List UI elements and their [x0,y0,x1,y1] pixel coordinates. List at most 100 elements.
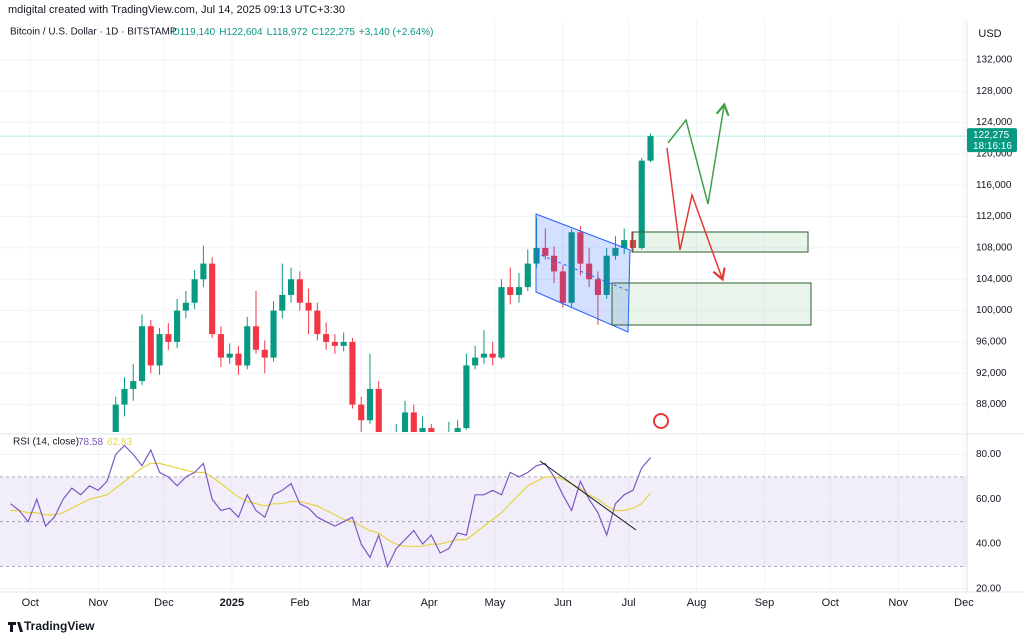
y-tick-label: 88,000 [976,399,1007,410]
candle-body [279,294,286,311]
x-tick-label: Feb [290,597,309,609]
x-tick-label: Oct [822,597,839,609]
candle-body [226,353,233,358]
symbol-title: Bitcoin / U.S. Dollar · 1D · BITSTAMP [10,27,177,38]
candle-body [165,334,172,342]
candle-body [340,341,347,346]
candle-body [174,310,181,342]
x-tick-label: Dec [954,597,974,609]
candle-body [507,287,514,295]
rsi-legend: 78.58 62.83 [78,437,132,448]
rsi-title: RSI (14, close) [13,437,79,448]
y-tick-label: 112,000 [976,211,1012,222]
candle-body [621,240,628,248]
channel-mid [535,252,630,292]
candle-body [612,247,619,256]
credit: mdigital created with TradingView.com, J… [8,4,345,16]
candle-body [577,232,584,264]
candle-body [533,247,540,264]
candle-body [629,240,637,248]
rsi-value: 62.83 [107,437,132,448]
candle-body [489,353,496,358]
candle-body [147,326,154,366]
candle-body [410,412,417,432]
ohlc-value: L118,972 [267,27,308,38]
x-tick-label: Apr [421,597,438,609]
candle-body [270,310,277,358]
candle-body [112,404,119,432]
candle-body [586,263,593,280]
price-pane [0,20,967,608]
last-price-box [967,128,1017,153]
candle-body [594,279,601,295]
candle-body [209,263,216,335]
y-tick-label: 92,000 [976,368,1007,379]
candle-body [446,436,452,475]
candle-body [366,388,374,421]
candle-body [331,341,338,346]
candle-body [463,365,470,429]
candle-body [305,302,312,311]
arrow-up [667,106,724,205]
candle-body [25,593,31,597]
candle-body [323,334,330,342]
candle-body [393,436,399,444]
y-tick-label: 20.00 [976,584,1001,595]
candle-body [419,428,426,432]
y-tick-label: 40.00 [976,539,1001,550]
candle-body [358,404,365,421]
candle-body [375,388,382,432]
candle-body [191,279,198,303]
candle-body [287,279,295,295]
candle-body [217,334,224,358]
x-tick-label: Aug [687,597,707,609]
x-tick-label: Sep [755,597,775,609]
candle-body [130,381,137,389]
x-tick-label: Nov [888,597,908,609]
candle-body [428,428,435,432]
candle-body [647,136,654,161]
x-tick-label: Mar [352,597,371,609]
candle-body [638,160,645,248]
y-tick-label: 128,000 [976,86,1013,97]
rsi-body [0,437,967,592]
y-tick-label: 80.00 [976,449,1001,460]
ohlc-legend: O119,140 H122,604 L118,972 C122,275 +3,140 (… [172,27,433,38]
candle-body [480,353,488,358]
y-tick-label: 116,000 [976,180,1012,191]
candle-body [60,600,66,608]
event-icon [653,413,669,429]
candle-body [200,263,207,280]
candle-body [542,247,549,256]
candle-body [401,412,409,432]
candle-body [559,271,566,303]
arrow-down [666,147,722,278]
x-tick-label: May [485,597,506,609]
candle-body [138,326,146,382]
candle-body [69,569,75,600]
candle-body [349,341,356,405]
last-price-label: 122,275 [973,130,1010,141]
drawings [535,106,812,531]
brand: TradingView [24,619,95,633]
x-tick-label: Jul [622,597,636,609]
x-tick-label: Dec [154,597,174,609]
candle-body [515,287,523,295]
brand-logo [8,622,23,632]
candle-body [235,353,242,366]
channel [535,213,631,333]
x-tick-label: 2025 [220,597,244,609]
y-tick-label: 96,000 [976,337,1007,348]
rsi-pane [0,437,967,592]
rsi-value: 78.58 [78,437,103,448]
y-tick-label: 124,000 [976,117,1013,128]
candle-body [261,349,268,358]
countdown: 18:16:16 [973,141,1012,152]
candle-body [121,388,128,405]
x-tick-label: Nov [88,597,108,609]
y-tick-label: 120,000 [976,149,1013,160]
candle-body [244,326,251,366]
ohlc-value: +3,140 (+2.64%) [359,27,434,38]
ohlc-value: O119,140 [172,27,216,38]
y-tick-label: 60.00 [976,494,1001,505]
